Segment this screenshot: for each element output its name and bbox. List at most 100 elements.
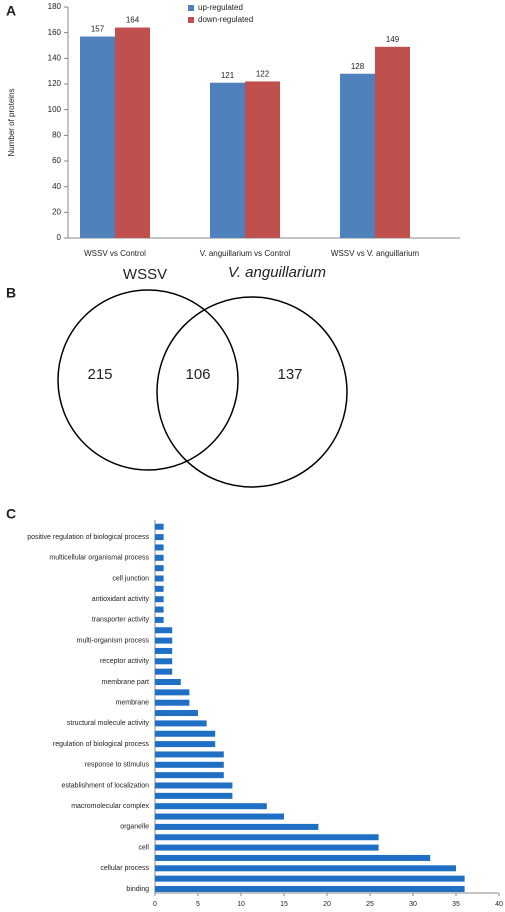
x-tick-label: WSSV vs Control: [84, 249, 146, 258]
y-tick-label: multicellular organismal process: [49, 555, 149, 562]
x-tick-label: WSSV vs V. anguillarium: [331, 249, 420, 258]
legend-swatch: [188, 17, 194, 23]
y-tick-label: 20: [52, 207, 61, 216]
bar: [155, 575, 164, 582]
value-label: 149: [386, 35, 400, 44]
y-tick-label: 100: [48, 105, 62, 114]
bar: [155, 761, 224, 768]
y-tick-label: organelle: [120, 824, 149, 831]
bar: [80, 36, 115, 239]
y-tick-label: macromolecular complex: [71, 803, 149, 810]
bar: [155, 627, 173, 634]
y-tick-label: 160: [48, 28, 62, 37]
bar: [155, 668, 173, 675]
panel-label: A: [6, 3, 16, 19]
bar: [155, 679, 181, 685]
y-tick-label: antioxidant activity: [92, 596, 150, 603]
bar: [155, 730, 216, 737]
bar: [375, 46, 410, 239]
bar: [155, 523, 164, 530]
legend-label: up-regulated: [198, 3, 243, 12]
x-tick-label: 40: [495, 901, 503, 908]
legend-swatch: [188, 5, 194, 11]
bar: [155, 865, 456, 872]
bar: [155, 854, 431, 861]
bar: [155, 813, 284, 820]
region-count: 137: [277, 366, 302, 383]
x-tick-label: 5: [196, 901, 200, 908]
bar: [155, 689, 190, 696]
value-label: 128: [351, 62, 365, 71]
y-tick-label: binding: [126, 886, 149, 893]
bar: [155, 647, 173, 654]
y-tick-label: 0: [57, 233, 62, 242]
value-label: 122: [256, 70, 270, 79]
x-tick-label: 10: [237, 901, 245, 908]
bar: [115, 27, 150, 239]
y-tick-label: multi-organism process: [77, 637, 150, 644]
bar: [210, 82, 245, 238]
bar: [155, 699, 190, 706]
bar: [155, 658, 173, 665]
bar: [155, 886, 465, 892]
bar: [155, 741, 216, 748]
bar: [155, 565, 164, 572]
x-tick-label: 25: [366, 901, 374, 908]
bar: [155, 637, 173, 644]
bar: [340, 73, 375, 238]
y-axis-label: Number of proteins: [7, 88, 16, 156]
venn-circle: [156, 296, 348, 488]
legend-label: down-regulated: [198, 15, 253, 24]
y-tick-label: positive regulation of biological proces…: [27, 534, 149, 541]
y-tick-label: response to stimulus: [85, 762, 150, 769]
bar: [155, 596, 164, 603]
bar: [155, 844, 379, 851]
x-tick-label: 35: [452, 901, 460, 908]
y-tick-label: receptor activity: [100, 658, 150, 665]
venn-circle: [57, 289, 239, 471]
y-tick-label: establishment of localization: [61, 782, 149, 789]
panel-label: C: [6, 506, 16, 522]
y-tick-label: structural molecule activity: [67, 720, 150, 727]
x-tick-label: V. anguillarium vs Control: [200, 249, 291, 258]
y-tick-label: cell junction: [112, 575, 149, 582]
region-count: 106: [185, 366, 210, 383]
value-label: 157: [91, 25, 105, 34]
bar: [155, 823, 319, 830]
value-label: 121: [221, 71, 235, 80]
y-tick-label: membrane part: [102, 679, 150, 686]
panel-label: B: [6, 285, 16, 301]
bar: [155, 606, 164, 613]
set-label: V. anguillarium: [228, 264, 326, 281]
bar: [155, 772, 224, 779]
y-tick-label: cellular process: [100, 865, 149, 872]
bar: [155, 720, 207, 727]
y-tick-label: membrane: [116, 700, 150, 707]
bar: [155, 554, 164, 561]
bar: [155, 544, 164, 551]
y-tick-label: 80: [52, 130, 61, 139]
y-tick-label: regulation of biological process: [53, 741, 150, 748]
x-tick-label: 0: [153, 901, 157, 908]
bar: [155, 710, 198, 717]
value-label: 164: [126, 16, 140, 25]
bar: [155, 803, 267, 810]
bar: [155, 585, 164, 592]
x-tick-label: 30: [409, 901, 417, 908]
bar: [155, 834, 379, 841]
y-tick-label: 120: [48, 79, 62, 88]
bar: [155, 875, 465, 882]
bar: [155, 782, 233, 789]
bar: [155, 792, 233, 799]
x-tick-label: 20: [323, 901, 331, 908]
set-label: WSSV: [123, 266, 167, 283]
y-tick-label: 60: [52, 156, 61, 165]
bar: [245, 81, 280, 238]
y-tick-label: cell: [138, 844, 149, 851]
bar: [155, 616, 164, 623]
y-tick-label: 180: [48, 2, 62, 11]
bar: [155, 534, 164, 541]
bar: [155, 751, 224, 758]
x-tick-label: 15: [280, 901, 288, 908]
